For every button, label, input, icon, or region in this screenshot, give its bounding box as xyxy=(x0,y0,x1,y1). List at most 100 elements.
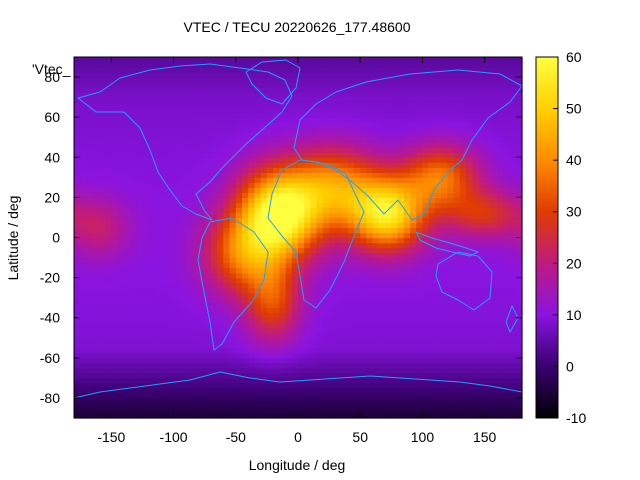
heatmap-cell xyxy=(472,397,480,404)
heatmap-cell xyxy=(354,312,361,319)
heatmap-cell xyxy=(472,197,480,203)
heatmap-cell xyxy=(260,182,268,188)
heatmap-cell xyxy=(248,392,256,399)
heatmap-cell xyxy=(148,402,156,409)
heatmap-cell xyxy=(416,257,424,264)
heatmap-cell xyxy=(385,72,392,78)
heatmap-cell xyxy=(422,192,430,198)
heatmap-cell xyxy=(217,357,224,364)
heatmap-cell xyxy=(478,402,486,409)
heatmap-cell xyxy=(142,312,150,319)
heatmap-cell xyxy=(434,177,442,183)
heatmap-cell xyxy=(322,132,330,138)
heatmap-cell xyxy=(229,102,237,108)
heatmap-cell xyxy=(167,67,175,73)
heatmap-cell xyxy=(385,312,392,319)
heatmap-cell xyxy=(204,97,212,103)
heatmap-cell xyxy=(385,252,392,259)
heatmap-cell xyxy=(354,197,361,203)
heatmap-cell xyxy=(466,357,473,364)
heatmap-cell xyxy=(285,212,293,219)
heatmap-cell xyxy=(248,297,256,304)
heatmap-cell xyxy=(453,142,461,148)
heatmap-cell xyxy=(167,102,175,108)
heatmap-cell xyxy=(217,277,224,284)
heatmap-cell xyxy=(497,87,504,93)
heatmap-cell xyxy=(186,302,193,309)
heatmap-cell xyxy=(347,407,355,414)
heatmap-cell xyxy=(142,187,150,193)
heatmap-cell xyxy=(285,112,293,118)
heatmap-cell xyxy=(148,357,156,364)
heatmap-cell xyxy=(447,147,455,153)
heatmap-cell xyxy=(347,382,355,389)
heatmap-cell xyxy=(478,332,486,339)
heatmap-cell xyxy=(366,277,374,284)
heatmap-cell xyxy=(447,132,455,138)
heatmap-cell xyxy=(179,87,187,93)
heatmap-cell xyxy=(441,202,448,209)
heatmap-cell xyxy=(167,292,175,299)
heatmap-cell xyxy=(173,297,181,304)
heatmap-cell xyxy=(447,212,455,219)
heatmap-cell xyxy=(403,97,411,103)
heatmap-cell xyxy=(416,182,424,188)
heatmap-cell xyxy=(304,362,312,369)
heatmap-cell xyxy=(235,412,243,419)
heatmap-cell xyxy=(167,82,175,88)
heatmap-cell xyxy=(434,252,442,259)
heatmap-cell xyxy=(372,352,380,359)
heatmap-cell xyxy=(229,77,237,83)
heatmap-cell xyxy=(422,157,430,163)
heatmap-cell xyxy=(441,132,448,138)
heatmap-cell xyxy=(179,272,187,279)
heatmap-cell xyxy=(416,407,424,414)
heatmap-cell xyxy=(434,337,442,344)
heatmap-cell xyxy=(490,122,498,128)
heatmap-cell xyxy=(260,202,268,209)
heatmap-cell xyxy=(391,172,399,178)
heatmap-cell xyxy=(497,67,504,73)
heatmap-cell xyxy=(254,237,262,244)
heatmap-cell xyxy=(266,102,274,108)
heatmap-cell xyxy=(385,82,392,88)
heatmap-cell xyxy=(167,237,175,244)
heatmap-cell xyxy=(260,87,268,93)
heatmap-cell xyxy=(403,102,411,108)
heatmap-cell xyxy=(360,137,368,143)
heatmap-cell xyxy=(478,217,486,224)
heatmap-cell xyxy=(80,122,88,128)
heatmap-cell xyxy=(204,77,212,83)
heatmap-cell xyxy=(173,202,181,209)
heatmap-cell xyxy=(484,357,492,364)
heatmap-cell xyxy=(372,212,380,219)
heatmap-cell xyxy=(354,192,361,198)
heatmap-cell xyxy=(316,137,324,143)
heatmap-cell xyxy=(360,307,368,314)
heatmap-cell xyxy=(403,397,411,404)
heatmap-cell xyxy=(130,157,137,163)
heatmap-cell xyxy=(142,272,150,279)
heatmap-cell xyxy=(285,317,293,324)
heatmap-cell xyxy=(210,177,218,183)
heatmap-cell xyxy=(80,102,88,108)
heatmap-cell xyxy=(310,62,318,68)
heatmap-cell xyxy=(422,212,430,219)
heatmap-cell xyxy=(366,392,374,399)
heatmap-cell xyxy=(310,282,318,289)
heatmap-cell xyxy=(223,82,231,88)
heatmap-cell xyxy=(291,87,299,93)
heatmap-cell xyxy=(235,307,243,314)
heatmap-cell xyxy=(242,277,249,284)
heatmap-cell xyxy=(136,192,144,198)
heatmap-cell xyxy=(341,322,349,329)
heatmap-cell xyxy=(428,327,436,334)
heatmap-cell xyxy=(148,332,156,339)
heatmap-cell xyxy=(291,167,299,173)
heatmap-cell xyxy=(335,402,343,409)
heatmap-cell xyxy=(142,267,150,274)
heatmap-cell xyxy=(441,127,448,133)
heatmap-cell xyxy=(92,412,100,419)
heatmap-cell xyxy=(497,282,504,289)
heatmap-cell xyxy=(235,142,243,148)
